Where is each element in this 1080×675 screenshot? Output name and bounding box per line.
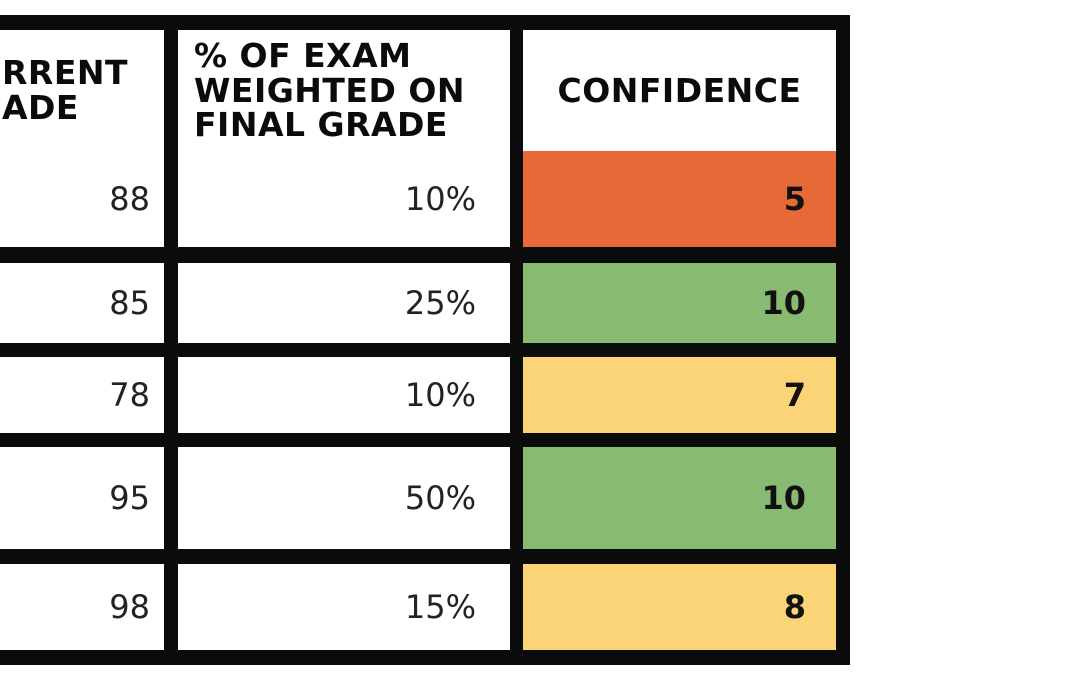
grade-value: 78 — [109, 376, 150, 414]
header-exam-weight: % OF EXAM WEIGHTED ON FINAL GRADE — [178, 30, 510, 152]
table-row-2-weight: 25% — [178, 263, 510, 343]
confidence-value: 8 — [783, 588, 806, 626]
table-row-5-weight: 15% — [178, 564, 510, 650]
table-row-4-confidence: 10 — [523, 447, 836, 549]
weight-value: 50% — [404, 479, 476, 517]
confidence-value: 5 — [783, 180, 806, 218]
table-row-2-confidence: 10 — [523, 263, 836, 343]
table-row-1-weight: 10% — [178, 151, 510, 247]
header-confidence: CONFIDENCE — [523, 30, 836, 152]
confidence-value: 10 — [761, 284, 806, 322]
grade-value: 88 — [109, 180, 150, 218]
table-row-3-grade: 78 — [0, 357, 164, 433]
table-row-1-grade: 88 — [0, 151, 164, 247]
header-current-grade-label: RRENT ADE — [2, 53, 128, 127]
table-row-4-weight: 50% — [178, 447, 510, 549]
table-row-5-confidence: 8 — [523, 564, 836, 650]
confidence-value: 7 — [783, 376, 806, 414]
table-row-2-grade: 85 — [0, 263, 164, 343]
grade-value: 95 — [109, 479, 150, 517]
weight-value: 10% — [404, 376, 476, 414]
grades-table: RRENT ADE % OF EXAM WEIGHTED ON FINAL GR… — [0, 15, 850, 665]
weight-value: 15% — [404, 588, 476, 626]
header-confidence-label: CONFIDENCE — [557, 70, 802, 110]
weight-value: 25% — [404, 284, 476, 322]
table-row-3-weight: 10% — [178, 357, 510, 433]
table-row-1-confidence: 5 — [523, 151, 836, 247]
table-row-5-grade: 98 — [0, 564, 164, 650]
table-row-4-grade: 95 — [0, 447, 164, 549]
header-current-grade: RRENT ADE — [0, 30, 164, 152]
weight-value: 10% — [404, 180, 476, 218]
grade-value: 85 — [109, 284, 150, 322]
confidence-value: 10 — [761, 479, 806, 517]
table-row-3-confidence: 7 — [523, 357, 836, 433]
header-exam-weight-label: % OF EXAM WEIGHTED ON FINAL GRADE — [194, 36, 466, 145]
grade-value: 98 — [109, 588, 150, 626]
